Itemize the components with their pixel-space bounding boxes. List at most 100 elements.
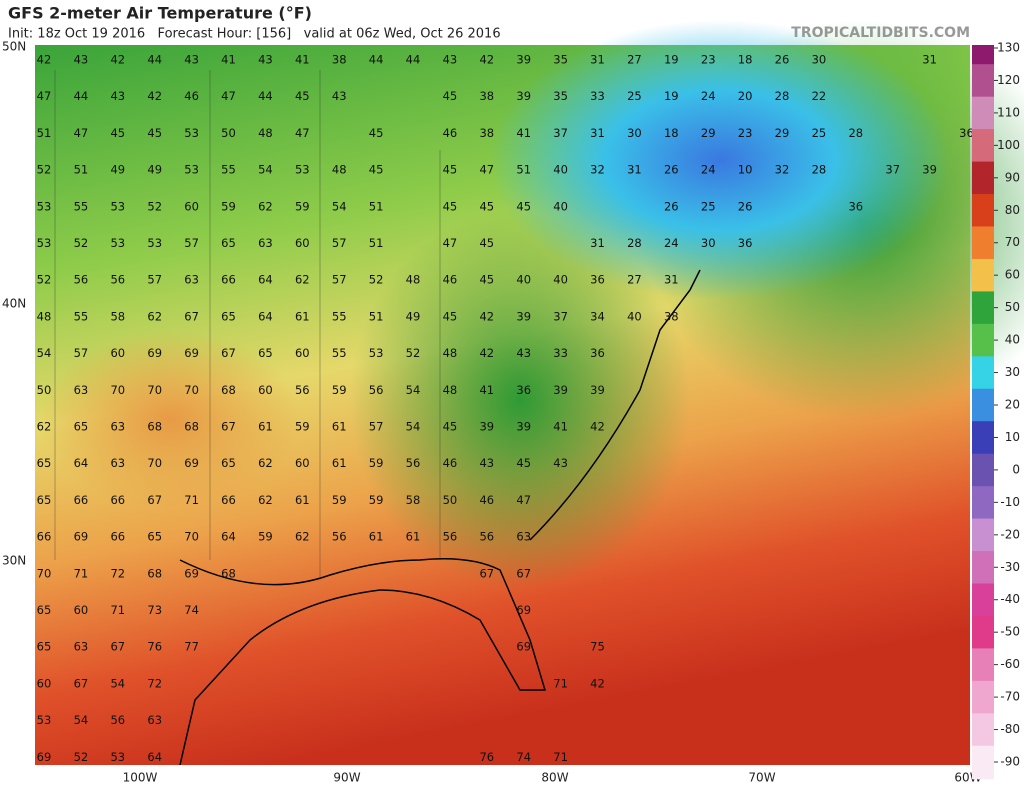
- station-value: 48: [443, 383, 458, 397]
- station-value: 24: [664, 236, 679, 250]
- station-value: 57: [147, 273, 162, 287]
- station-value: 36: [738, 236, 753, 250]
- station-value: 76: [147, 640, 162, 654]
- lon-label: 90W: [333, 771, 360, 785]
- station-value: 67: [74, 676, 89, 690]
- station-value: 68: [221, 566, 236, 580]
- colorbar-segment: [972, 161, 994, 196]
- station-value: 40: [553, 199, 568, 213]
- station-value: 31: [590, 126, 605, 140]
- station-value: 52: [406, 346, 421, 360]
- station-value: 45: [479, 199, 494, 213]
- station-value: 63: [147, 713, 162, 727]
- station-value: 64: [258, 273, 273, 287]
- station-value: 33: [590, 89, 605, 103]
- station-value: 28: [775, 89, 790, 103]
- station-value: 45: [295, 89, 310, 103]
- station-value: 69: [516, 603, 531, 617]
- station-value: 69: [74, 530, 89, 544]
- station-value: 61: [295, 493, 310, 507]
- station-value: 63: [184, 273, 199, 287]
- station-value: 42: [590, 676, 605, 690]
- station-value: 47: [221, 89, 236, 103]
- station-value: 53: [37, 199, 52, 213]
- station-value: 27: [627, 273, 642, 287]
- station-value: 62: [295, 530, 310, 544]
- station-value: 45: [369, 163, 384, 177]
- station-value: 66: [221, 273, 236, 287]
- station-value: 70: [147, 383, 162, 397]
- colorbar-segment: [972, 486, 994, 520]
- station-value: 31: [590, 236, 605, 250]
- station-value: 61: [332, 456, 347, 470]
- colorbar-label: 40: [1005, 333, 1020, 347]
- station-value: 26: [664, 163, 679, 177]
- station-value: 64: [258, 309, 273, 323]
- station-value: 71: [553, 676, 568, 690]
- station-value: 52: [74, 236, 89, 250]
- station-value: 46: [443, 273, 458, 287]
- station-value: 63: [110, 420, 125, 434]
- station-value: 56: [332, 530, 347, 544]
- coastline: [529, 269, 701, 541]
- station-value: 39: [516, 89, 531, 103]
- station-value: 52: [74, 750, 89, 764]
- station-value: 70: [147, 456, 162, 470]
- station-value: 19: [664, 89, 679, 103]
- station-value: 72: [147, 676, 162, 690]
- colorbar-label: -20: [1000, 527, 1020, 541]
- station-value: 33: [553, 346, 568, 360]
- colorbar-label: -80: [1000, 722, 1020, 736]
- colorbar-segment: [972, 421, 994, 455]
- station-value: 66: [110, 530, 125, 544]
- colorbar-label: -60: [1000, 657, 1020, 671]
- station-value: 59: [221, 199, 236, 213]
- colorbar-label: 80: [1005, 203, 1020, 217]
- station-value: 69: [516, 640, 531, 654]
- station-value: 25: [812, 126, 827, 140]
- station-value: 61: [369, 530, 384, 544]
- lat-label: 30N: [2, 554, 26, 568]
- station-value: 44: [369, 53, 384, 67]
- station-value: 38: [664, 309, 679, 323]
- station-value: 60: [295, 236, 310, 250]
- station-value: 67: [110, 640, 125, 654]
- station-value: 48: [332, 163, 347, 177]
- lat-label: 40N: [2, 297, 26, 311]
- station-value: 77: [184, 640, 199, 654]
- station-value: 60: [184, 199, 199, 213]
- station-value: 48: [258, 126, 273, 140]
- colorbar: 1301201101009080706050403020100-10-20-30…: [972, 41, 1020, 780]
- colorbar-segment: [972, 291, 994, 325]
- station-value: 26: [775, 53, 790, 67]
- station-value: 61: [258, 420, 273, 434]
- station-value: 36: [959, 126, 974, 140]
- station-value: 53: [37, 713, 52, 727]
- station-value: 59: [332, 383, 347, 397]
- station-value: 44: [258, 89, 273, 103]
- station-value: 65: [37, 603, 52, 617]
- station-value: 70: [184, 383, 199, 397]
- station-value: 50: [37, 383, 52, 397]
- station-value: 54: [37, 346, 52, 360]
- colorbar-label: 90: [1005, 170, 1020, 184]
- lon-label: 100W: [123, 771, 158, 785]
- station-value: 54: [74, 713, 89, 727]
- station-value: 24: [701, 89, 716, 103]
- station-value: 18: [664, 126, 679, 140]
- colorbar-label: 60: [1005, 268, 1020, 282]
- station-value: 53: [110, 199, 125, 213]
- station-value: 45: [479, 236, 494, 250]
- station-value: 65: [37, 493, 52, 507]
- station-value: 55: [332, 346, 347, 360]
- colorbar-label: -40: [1000, 592, 1020, 606]
- colorbar-label: -70: [1000, 690, 1020, 704]
- station-value: 10: [738, 163, 753, 177]
- station-value: 42: [479, 53, 494, 67]
- station-value: 43: [443, 53, 458, 67]
- station-value: 39: [590, 383, 605, 397]
- station-value: 41: [295, 53, 310, 67]
- station-value: 61: [332, 420, 347, 434]
- station-value: 22: [812, 89, 827, 103]
